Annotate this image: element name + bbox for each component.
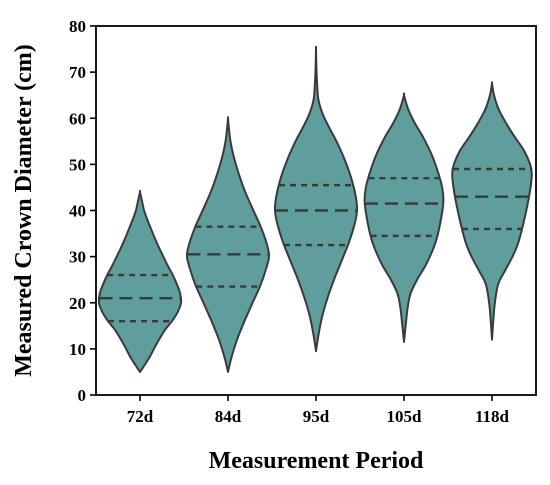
violin-72d xyxy=(97,189,183,373)
y-axis: 0 10 20 30 40 50 60 70 80 xyxy=(69,17,96,405)
y-tick-label-0: 0 xyxy=(78,386,87,405)
y-tick-label-80: 80 xyxy=(69,17,86,36)
y-axis-title: Measured Crown Diameter (cm) xyxy=(11,44,37,377)
y-tick-label-50: 50 xyxy=(69,155,86,174)
x-axis-title: Measurement Period xyxy=(209,448,424,474)
violin-105d xyxy=(363,92,445,343)
violin-95d xyxy=(273,45,359,353)
y-tick-label-70: 70 xyxy=(69,63,86,82)
x-tick-label-95d: 95d xyxy=(303,407,330,426)
x-axis: 72d 84d 95d 105d 118d xyxy=(127,395,510,426)
violin-layer xyxy=(97,45,533,373)
violin-84d xyxy=(185,116,271,373)
x-tick-label-84d: 84d xyxy=(215,407,242,426)
quartile-lines xyxy=(99,167,531,323)
violin-118d xyxy=(451,81,533,341)
x-tick-label-105d: 105d xyxy=(387,407,423,426)
y-tick-label-30: 30 xyxy=(69,248,86,267)
y-tick-label-40: 40 xyxy=(69,202,86,221)
x-tick-label-72d: 72d xyxy=(127,407,154,426)
y-tick-label-60: 60 xyxy=(69,109,86,128)
x-tick-label-118d: 118d xyxy=(475,407,510,426)
y-tick-label-10: 10 xyxy=(69,340,86,359)
y-tick-label-20: 20 xyxy=(69,294,86,313)
